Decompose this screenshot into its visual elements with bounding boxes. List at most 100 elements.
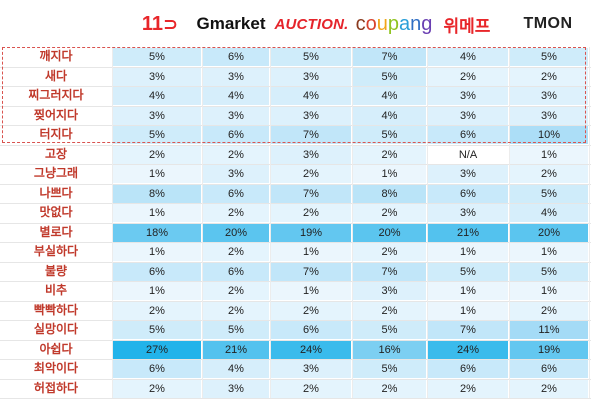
heatmap-cell: 2%: [203, 243, 269, 261]
heatmap-cell: 3%: [428, 165, 508, 183]
row-label: 허접하다: [33, 380, 79, 395]
heatmap-cell: 3%: [428, 106, 508, 125]
heatmap-cell: 3%: [271, 360, 351, 378]
heatmap-cell: 5%: [353, 67, 426, 86]
heatmap-cell: 6%: [428, 360, 508, 378]
heatmap-cell: 6%: [510, 360, 588, 378]
row-divider: [0, 222, 591, 224]
heatmap-cell: 16%: [353, 340, 426, 359]
heatmap-cell: 11%: [510, 321, 588, 339]
row-divider: [0, 261, 591, 263]
row-divider: [0, 164, 591, 165]
heatmap-cell: 2%: [271, 165, 351, 183]
heatmap-cell: 2%: [203, 204, 269, 222]
heatmap-cell: 2%: [510, 379, 588, 398]
heatmap-cell: 20%: [353, 223, 426, 242]
row-label: 찌그러지다: [28, 88, 84, 102]
heatmap-cell: 7%: [353, 262, 426, 281]
heatmap-cell: 2%: [353, 243, 426, 261]
column-divider: [202, 47, 203, 398]
heatmap-cell: 1%: [271, 282, 351, 300]
heatmap-cell: 6%: [428, 184, 508, 203]
row-divider: [0, 320, 591, 321]
logo-coupang: coupang: [355, 12, 433, 35]
heatmap-cell: 24%: [271, 340, 351, 359]
heatmap-cell: 3%: [271, 67, 351, 86]
heatmap-cell: 2%: [353, 145, 426, 164]
logo-auction: AUCTION.: [274, 15, 349, 33]
row-divider: [0, 105, 591, 107]
row-divider: [0, 125, 591, 126]
heatmap-cell: 19%: [510, 340, 588, 359]
row-label: 맛없다: [39, 205, 73, 219]
column-divider: [427, 47, 428, 398]
heatmap-cell: 3%: [203, 67, 269, 86]
heatmap-cell: 5%: [113, 321, 201, 339]
heatmap-cell: 3%: [113, 67, 201, 86]
heatmap-cell: 3%: [428, 204, 508, 222]
heatmap-cell: 1%: [510, 243, 588, 261]
row-divider: [0, 203, 591, 204]
row-divider: [0, 300, 591, 302]
row-divider: [0, 359, 591, 360]
row-label: 찢어지다: [33, 107, 79, 122]
heatmap-cell: 7%: [271, 262, 351, 281]
heatmap-cell: 7%: [271, 126, 351, 144]
heatmap-cell: 5%: [113, 126, 201, 144]
heatmap-cell: 20%: [510, 223, 588, 242]
heatmap-cell: 7%: [353, 48, 426, 66]
heatmap-cell: 5%: [203, 321, 269, 339]
heatmap-cell: 8%: [353, 184, 426, 203]
row-label: 부실하다: [33, 244, 79, 258]
heatmap-cell: 3%: [510, 87, 588, 105]
heatmap-cell: 3%: [203, 379, 269, 398]
heatmap-cell: 2%: [510, 67, 588, 86]
row-label: 실망이다: [33, 322, 79, 336]
row-divider: [0, 183, 591, 185]
heatmap-cell: 4%: [353, 87, 426, 105]
heatmap-cell: 4%: [353, 106, 426, 125]
row-label: 새다: [44, 68, 68, 83]
heatmap-cell: 8%: [113, 184, 201, 203]
heatmap-cell: 4%: [271, 87, 351, 105]
row-divider: [0, 398, 591, 399]
row-label: 불량: [44, 263, 68, 278]
heatmap-cell: 5%: [353, 126, 426, 144]
heatmap-cell: 18%: [113, 223, 201, 242]
heatmap-cell: 2%: [113, 379, 201, 398]
heatmap-cell: 5%: [510, 262, 588, 281]
column-divider: [509, 47, 510, 398]
heatmap-cell: 4%: [510, 204, 588, 222]
heatmap-cell: 6%: [113, 262, 201, 281]
row-label: 별로다: [39, 224, 73, 239]
column-divider: [112, 47, 113, 398]
heatmap-cell: 6%: [203, 184, 269, 203]
heatmap-cell: 6%: [203, 262, 269, 281]
heatmap-cell: 2%: [271, 301, 351, 320]
heatmap-cell: 6%: [428, 126, 508, 144]
heatmap-cell: 2%: [510, 301, 588, 320]
heatmap-cell: 21%: [428, 223, 508, 242]
heatmap-cell: 3%: [271, 145, 351, 164]
logo-11st: 11 ⊃: [141, 12, 179, 35]
heatmap-cell: 2%: [113, 301, 201, 320]
heatmap-cell: 3%: [113, 106, 201, 125]
heatmap-cell: 20%: [203, 223, 269, 242]
heatmap-cell: 5%: [353, 321, 426, 339]
heatmap-cell: 1%: [510, 145, 588, 164]
row-label: 깨지다: [39, 49, 73, 63]
heatmap-cell: 5%: [113, 48, 201, 66]
row-label: 나쁘다: [39, 185, 73, 200]
heatmap-cell: 2%: [113, 145, 201, 164]
heatmap-cell: 3%: [271, 106, 351, 125]
heatmap-cell: 3%: [510, 106, 588, 125]
heatmap-cell: 5%: [510, 184, 588, 203]
heatmap-cell: 6%: [113, 360, 201, 378]
heatmap-cell: 2%: [353, 204, 426, 222]
logo-wemakeprice: 위메프: [443, 16, 491, 36]
heatmap-cell: 5%: [271, 48, 351, 66]
heatmap-cell: 3%: [203, 165, 269, 183]
heatmap-cell: 1%: [428, 243, 508, 261]
heatmap-cell: 6%: [271, 321, 351, 339]
